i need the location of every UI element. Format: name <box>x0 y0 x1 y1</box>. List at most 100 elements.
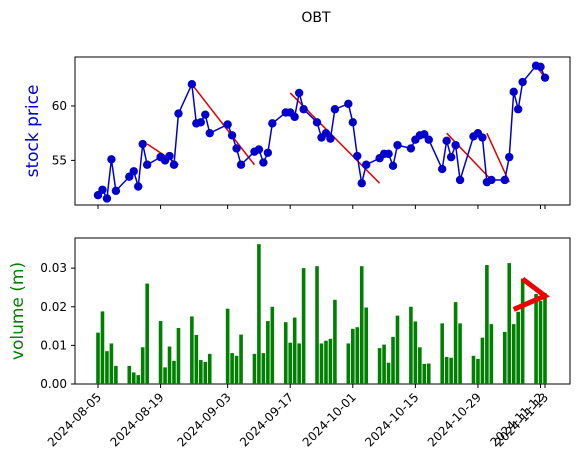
volume-bar <box>422 363 427 384</box>
volume-bar <box>409 306 413 384</box>
volume-panel: 0.000.010.020.03 2024-08-05 2024-08-19 202… <box>8 237 571 449</box>
price-panel: 55 60 stock price <box>23 56 571 209</box>
volume-bar <box>131 372 136 384</box>
price-trend-segment <box>191 83 256 166</box>
volume-bar <box>315 266 319 384</box>
volume-bar <box>485 265 489 384</box>
price-point <box>263 148 273 157</box>
price-points <box>93 61 550 203</box>
volume-bar <box>333 299 337 384</box>
volume-bar <box>458 323 462 384</box>
volume-bar <box>538 300 543 384</box>
price-point <box>134 182 143 191</box>
price-point <box>187 80 197 89</box>
price-point <box>294 88 304 98</box>
price-point <box>138 139 147 149</box>
price-point <box>388 161 398 171</box>
volume-bar <box>476 358 480 384</box>
volume-bar <box>96 332 100 384</box>
volume-bar <box>511 324 516 384</box>
price-point <box>236 160 246 169</box>
price-point <box>102 194 112 203</box>
volume-bar <box>172 360 176 384</box>
volume-bar <box>382 344 386 384</box>
price-y-tick-label: 55 <box>52 153 67 167</box>
price-point <box>536 62 545 71</box>
volume-bar <box>516 311 520 384</box>
price-point <box>111 186 121 196</box>
volume-bar <box>163 367 167 384</box>
volume-arrow <box>512 276 550 312</box>
chart-title: OBT <box>301 10 331 26</box>
volume-bar <box>444 356 449 384</box>
price-point <box>169 160 179 169</box>
volume-bar <box>225 308 230 384</box>
price-point <box>487 175 496 185</box>
volume-bar <box>418 347 422 384</box>
price-point <box>424 135 433 144</box>
price-point <box>353 151 362 161</box>
price-point <box>107 155 116 164</box>
volume-bar <box>270 306 275 384</box>
price-point <box>227 131 237 140</box>
volume-bar <box>190 316 194 384</box>
volume-bar <box>140 347 145 384</box>
price-point <box>393 140 402 150</box>
volume-bar <box>261 353 266 384</box>
price-point <box>513 105 523 114</box>
volume-x-tick-label: 2024-09-03 <box>175 390 234 449</box>
price-point <box>326 134 335 143</box>
price-point <box>98 185 107 194</box>
volume-x-tick-label: 2024-10-01 <box>300 390 359 449</box>
price-point <box>437 164 447 174</box>
price-point <box>344 99 353 108</box>
volume-bar <box>199 360 203 384</box>
volume-bar <box>207 353 212 384</box>
volume-bar <box>292 317 297 384</box>
volume-bar <box>440 323 444 384</box>
price-point <box>384 149 393 159</box>
price-point <box>455 175 465 185</box>
volume-bar <box>355 327 360 384</box>
volume-bar <box>507 263 512 384</box>
price-point <box>165 151 174 161</box>
price-point <box>330 105 340 114</box>
price-point <box>142 160 152 169</box>
volume-bar <box>502 331 507 384</box>
price-point <box>509 87 518 97</box>
volume-bar <box>319 343 324 384</box>
volume-bar <box>395 315 400 384</box>
price-axes-frame <box>74 56 571 206</box>
volume-x-tick-label: 2024-10-15 <box>362 390 421 449</box>
volume-bar <box>453 302 458 384</box>
price-point <box>451 140 460 150</box>
volume-bar <box>359 266 364 384</box>
volume-x-tick-label: 2024-08-19 <box>107 390 166 449</box>
volume-bar <box>364 307 368 384</box>
volume-x-tick-label: 2024-11-13 <box>492 390 551 449</box>
volume-bar <box>136 375 141 384</box>
price-point <box>196 118 206 127</box>
volume-y-tick-label: 0.01 <box>40 338 67 352</box>
volume-bar <box>283 322 288 384</box>
volume-bar <box>324 340 328 384</box>
price-point <box>348 118 357 127</box>
volume-x-tick-label: 2024-10-29 <box>425 390 484 449</box>
volume-bar <box>301 268 306 384</box>
price-point <box>446 152 456 162</box>
price-point <box>299 105 308 114</box>
volume-bar <box>534 294 538 384</box>
price-point <box>174 109 183 118</box>
volume-bar <box>176 327 181 384</box>
price-point <box>540 73 550 82</box>
price-x-ticks <box>97 205 546 209</box>
volume-bar <box>100 311 105 384</box>
price-point <box>205 128 214 138</box>
price-point <box>201 110 210 119</box>
volume-bar <box>234 355 239 384</box>
price-point <box>232 144 241 153</box>
volume-bars <box>96 244 547 384</box>
price-point <box>406 144 416 153</box>
price-point <box>129 167 138 176</box>
